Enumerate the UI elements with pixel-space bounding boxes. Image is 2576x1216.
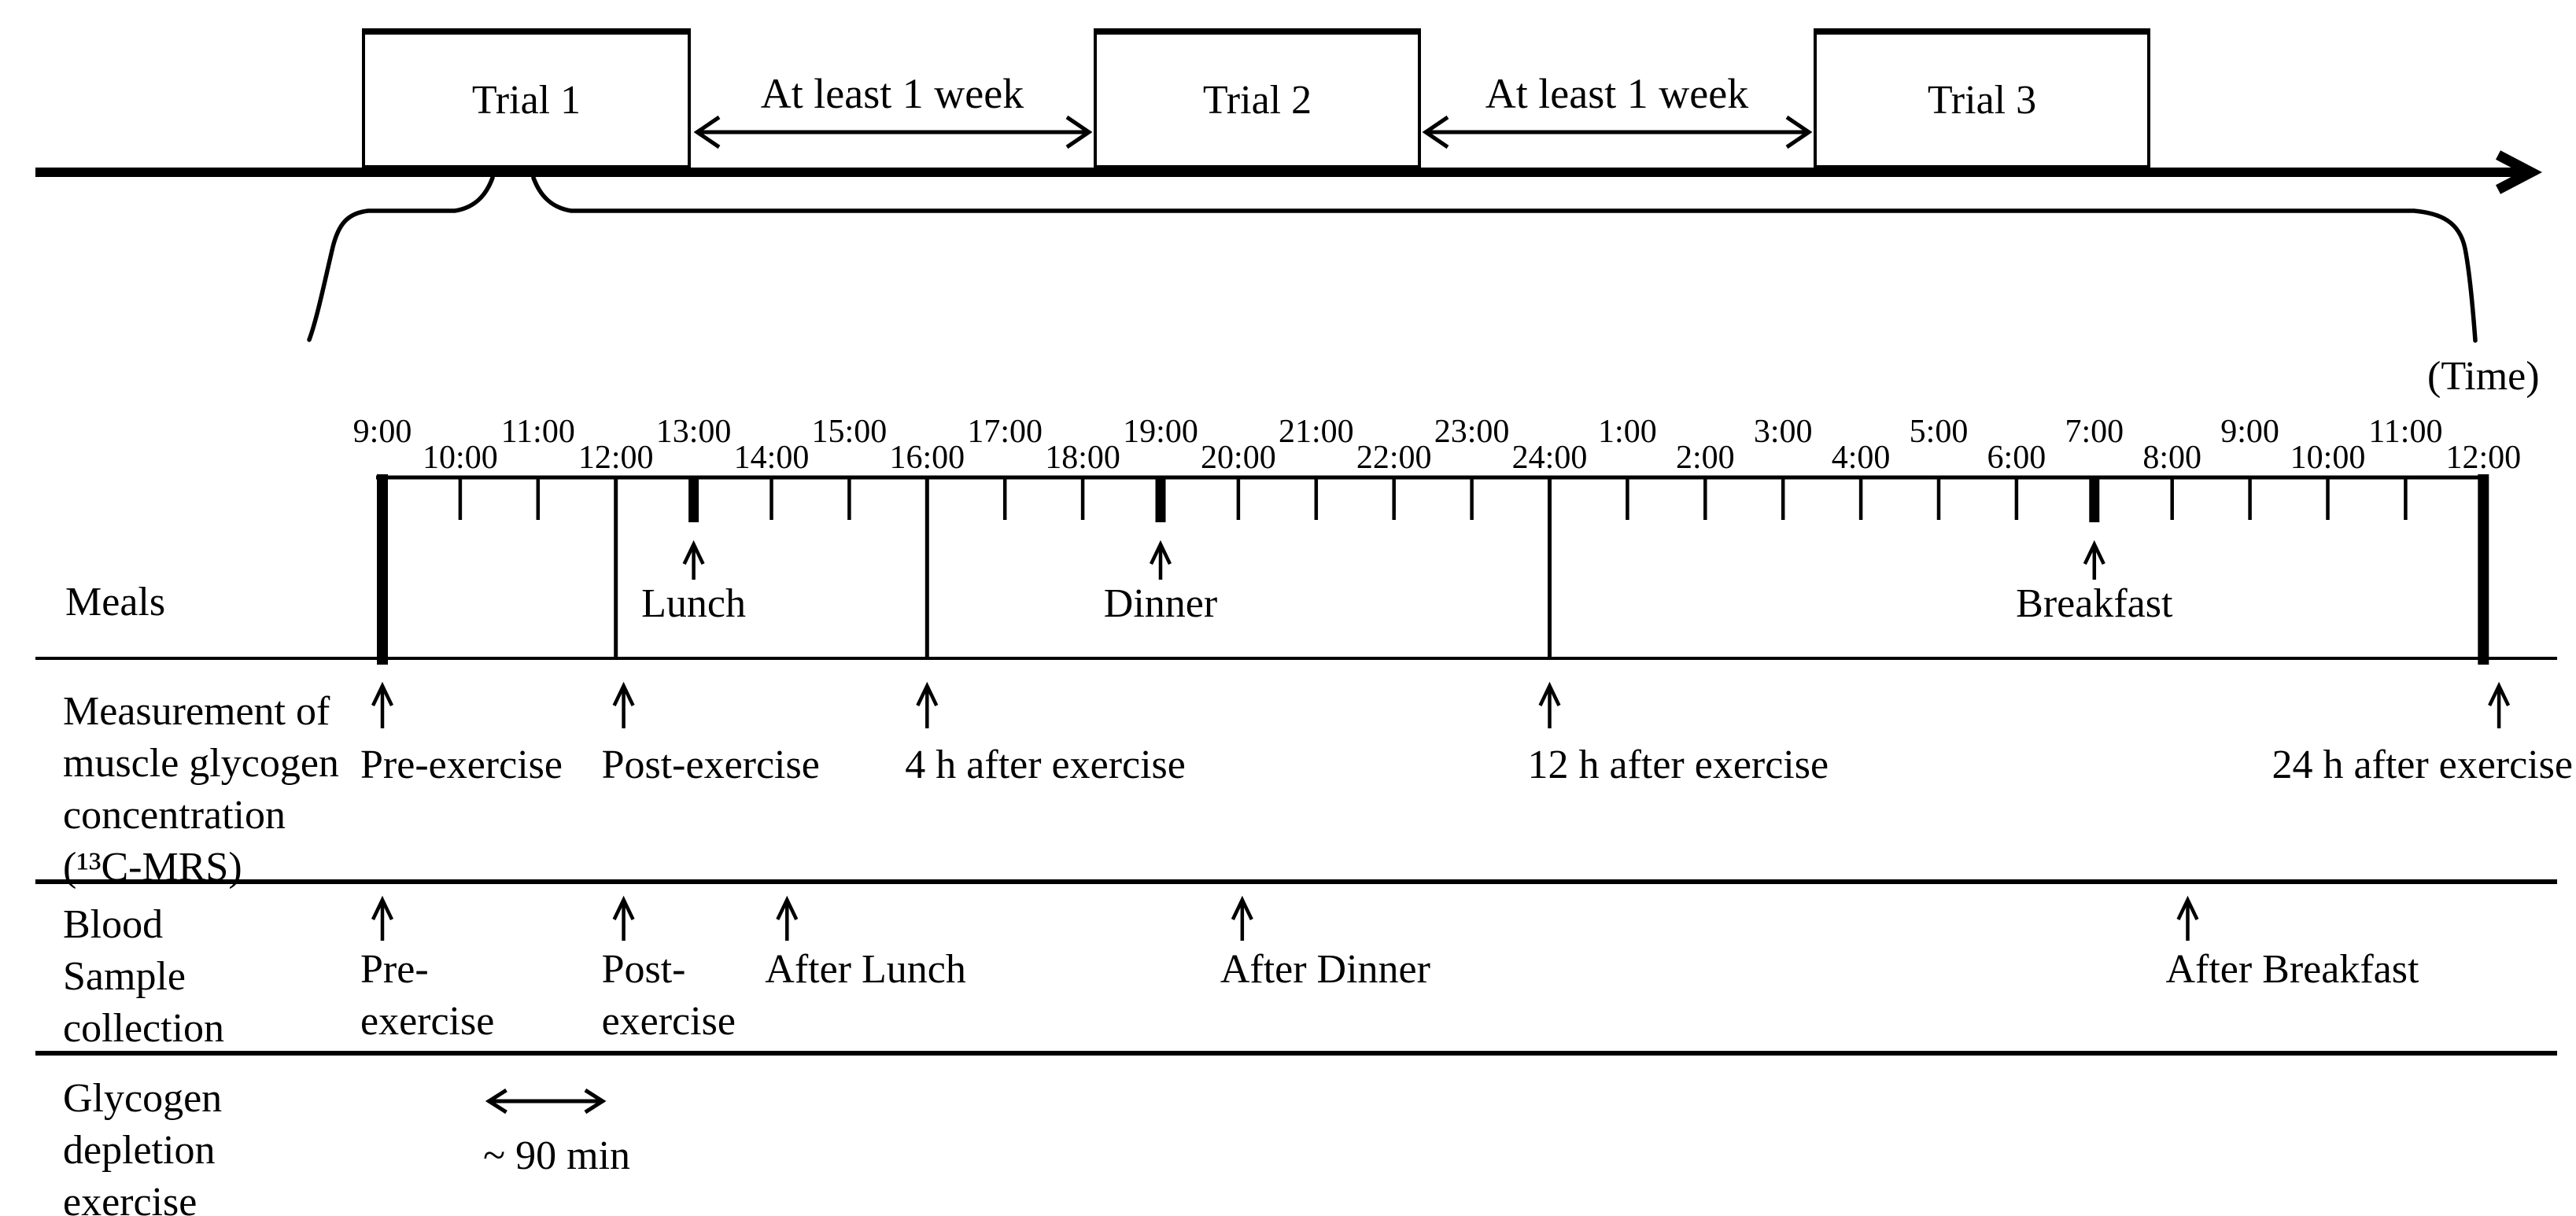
hour-label: 19:00 xyxy=(1123,414,1198,450)
blood-sample-label: After Lunch xyxy=(765,947,966,992)
glycogen-measurement-label: Pre-exercise xyxy=(360,742,563,787)
hour-label: 3:00 xyxy=(1753,414,1813,450)
washout-arrow-left-head xyxy=(1422,115,1449,149)
glycogen-measurement-label: 24 h after exercise xyxy=(2272,742,2573,787)
expansion-brace-left xyxy=(307,175,495,342)
depletion-duration-arrow-left-head xyxy=(485,1088,507,1115)
hour-label: 14:00 xyxy=(733,440,810,476)
glycogen-measurement-arrow-head xyxy=(1538,681,1561,706)
hour-label: 10:00 xyxy=(2290,440,2366,476)
blood-sample-arrow-head xyxy=(371,895,394,920)
depletion-duration-label: ~ 90 min xyxy=(483,1133,631,1178)
glycogen-measurement-arrow-head xyxy=(371,681,394,706)
trial-box: Trial 3 xyxy=(1814,28,2150,168)
glycogen-measurement-label: Post-exercise xyxy=(601,742,820,787)
hour-label: 24:00 xyxy=(1511,440,1588,476)
time-axis-caption: (Time) xyxy=(2427,354,2540,399)
glycogen-measurement-arrow-head xyxy=(2488,681,2511,706)
glycogen-measurement-label: 4 h after exercise xyxy=(905,742,1186,787)
meal-arrow-head xyxy=(1149,540,1172,565)
trial-box: Trial 1 xyxy=(362,28,691,168)
hour-label: 15:00 xyxy=(811,414,888,450)
hour-label: 23:00 xyxy=(1434,414,1510,450)
hour-label: 9:00 xyxy=(352,414,412,450)
depletion-duration-arrow-right-head xyxy=(584,1088,607,1115)
glycogen-depletion-row-label: Glycogen depletion exercise xyxy=(63,1076,223,1216)
blood-sample-arrow-head xyxy=(776,895,799,920)
hour-label: 18:00 xyxy=(1045,440,1120,476)
glycogen-measurement-arrow-head xyxy=(916,681,939,706)
hour-label: 13:00 xyxy=(655,414,732,450)
blood-samples-row-label: Blood Sample collection xyxy=(63,902,225,1052)
blood-sample-arrow-head xyxy=(1231,895,1253,920)
meal-arrow-head xyxy=(682,540,705,565)
meal-label: Lunch xyxy=(641,581,747,626)
hour-label: 11:00 xyxy=(2368,414,2443,450)
hour-label: 4:00 xyxy=(1831,440,1891,476)
meal-label: Breakfast xyxy=(2016,581,2173,626)
meal-arrow-head xyxy=(2083,540,2105,565)
hour-label: 22:00 xyxy=(1356,440,1432,476)
blood-sample-label: After Dinner xyxy=(1220,947,1430,992)
hour-label: 1:00 xyxy=(1598,414,1657,450)
hour-label: 20:00 xyxy=(1201,440,1276,476)
washout-label: At least 1 week xyxy=(1485,70,1749,117)
hour-label: 7:00 xyxy=(2065,414,2124,450)
blood-sample-label: Post- exercise xyxy=(601,947,736,1045)
trial-box-label: Trial 2 xyxy=(1202,77,1312,123)
hour-label: 9:00 xyxy=(2220,414,2279,450)
hour-label: 12:00 xyxy=(2445,440,2522,476)
hour-label: 5:00 xyxy=(1909,414,1969,450)
washout-arrow-left-head xyxy=(693,115,721,149)
washout-arrow-right-head xyxy=(1065,115,1093,149)
overview-timeline-arrowhead xyxy=(2495,150,2543,194)
meals-row-label: Meals xyxy=(65,580,166,625)
blood-sample-label: Pre- exercise xyxy=(360,947,495,1045)
hour-label: 6:00 xyxy=(1987,440,2046,476)
trial-box-label: Trial 3 xyxy=(1927,77,2037,123)
hour-label: 21:00 xyxy=(1278,414,1354,450)
glycogen-measurement-arrow-head xyxy=(612,681,635,706)
washout-arrow-right-head xyxy=(1785,115,1813,149)
blood-sample-arrow-head xyxy=(2176,895,2199,920)
expansion-brace-right xyxy=(531,175,2478,343)
hour-label: 10:00 xyxy=(423,440,498,476)
hour-label: 2:00 xyxy=(1675,440,1735,476)
hour-label: 11:00 xyxy=(500,414,575,450)
blood-sample-label: After Breakfast xyxy=(2165,947,2419,992)
hour-label: 8:00 xyxy=(2142,440,2202,476)
trial-box: Trial 2 xyxy=(1094,28,1421,168)
blood-sample-arrow-head xyxy=(612,895,635,920)
hour-label: 12:00 xyxy=(578,440,654,476)
meal-label: Dinner xyxy=(1103,581,1218,626)
glycogen-measurement-label: 12 h after exercise xyxy=(1527,742,1829,787)
hour-label: 16:00 xyxy=(889,440,965,476)
trial-box-label: Trial 1 xyxy=(471,77,581,123)
washout-label: At least 1 week xyxy=(760,70,1024,117)
hour-label: 17:00 xyxy=(967,414,1043,450)
muscle-glycogen-row-label: Measurement of muscle glycogen concentra… xyxy=(63,689,339,890)
